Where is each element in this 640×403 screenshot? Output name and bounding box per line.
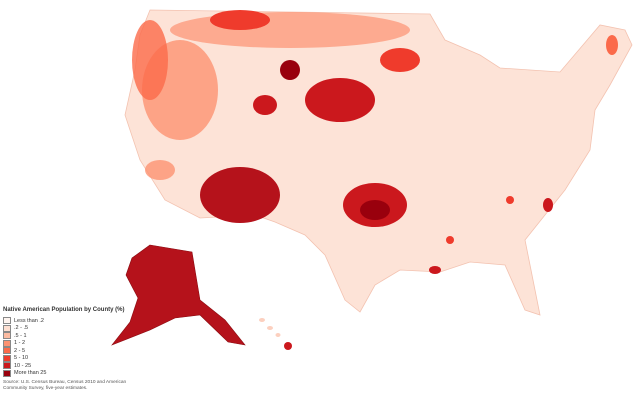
legend-swatch — [3, 324, 11, 332]
legend-item: .2 - .5 — [3, 324, 128, 333]
legend-label: 10 - 25 — [14, 362, 32, 369]
legend-item: .5 - 1 — [3, 332, 128, 340]
source-note: Source: U.S. Census Bureau, Census 2010 … — [3, 380, 127, 391]
alaska — [111, 244, 246, 346]
legend-swatch — [3, 362, 11, 370]
legend-item: More than 25 — [3, 369, 128, 378]
legend-item: 1 - 2 — [3, 339, 128, 348]
legend-label: 1 - 2 — [14, 340, 26, 347]
legend-swatch — [3, 332, 11, 340]
hawaii — [259, 318, 292, 350]
legend-item: Less than .2 — [3, 317, 128, 325]
legend-swatch — [3, 347, 11, 355]
legend: Native American Population by County (%)… — [3, 307, 128, 392]
legend-item: 10 - 25 — [3, 362, 128, 370]
legend-item: 5 - 10 — [3, 354, 128, 363]
county-clusters — [132, 10, 618, 274]
legend-label: .2 - .5 — [14, 325, 29, 332]
legend-label: 2 - 5 — [14, 347, 26, 354]
legend-swatch — [3, 317, 11, 325]
legend-swatch — [3, 369, 11, 377]
contiguous-us — [124, 9, 633, 316]
legend-title: Native American Population by County (%) — [3, 307, 125, 313]
legend-swatch — [3, 354, 11, 362]
legend-label: Less than .2 — [14, 317, 44, 324]
legend-label: .5 - 1 — [14, 332, 27, 339]
legend-label: More than 25 — [14, 370, 47, 377]
legend-label: 5 - 10 — [14, 355, 29, 362]
legend-item: 2 - 5 — [3, 347, 128, 355]
legend-swatch — [3, 339, 11, 347]
